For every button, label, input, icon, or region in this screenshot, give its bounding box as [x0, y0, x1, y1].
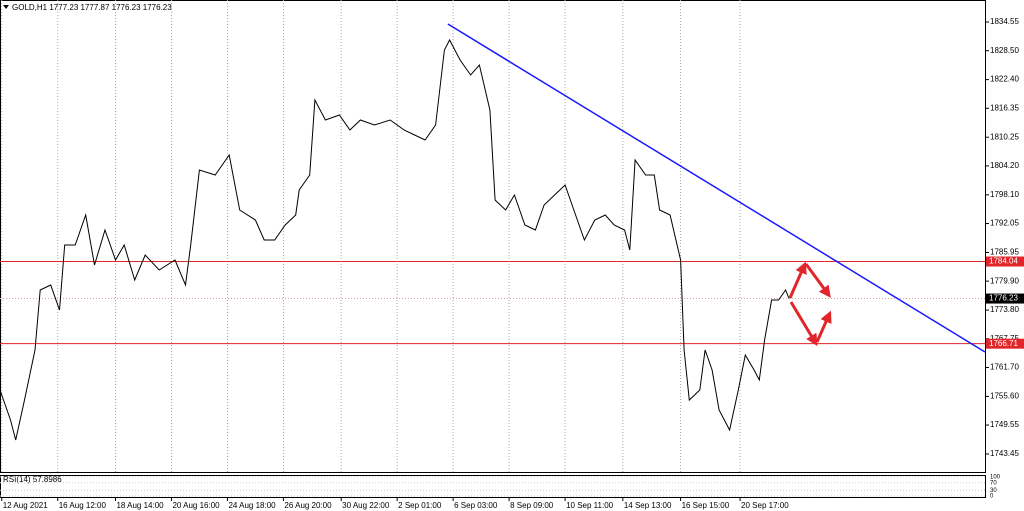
y-tick-label: 1828.50 [990, 46, 1019, 55]
rsi-tick-label: 100 [990, 475, 1001, 481]
x-tick-label: 12 Aug 2021 [3, 501, 48, 510]
x-tick-label: 2 Sep 01:00 [398, 501, 442, 510]
x-tick-label: 6 Sep 03:00 [454, 501, 498, 510]
arrow [804, 263, 831, 298]
x-tick-label: 20 Sep 17:00 [741, 501, 789, 510]
y-tick-label: 1779.90 [990, 276, 1019, 285]
x-tick-label: 8 Sep 09:00 [510, 501, 554, 510]
y-tick-label: 1792.05 [990, 219, 1019, 228]
y-tick-label: 1749.55 [990, 420, 1019, 429]
rsi-panel [0, 475, 986, 498]
arrow [789, 301, 818, 347]
x-tick-label: 14 Sep 13:00 [624, 501, 672, 510]
rsi-tick-label: 0 [990, 494, 994, 500]
level-label: 1766.71 [989, 339, 1018, 348]
menu-triangle [3, 5, 9, 9]
price-line-series [0, 38, 790, 441]
x-tick-label: 26 Aug 20:00 [284, 501, 332, 510]
x-tick-label: 18 Aug 14:00 [116, 501, 164, 510]
arrow [788, 261, 807, 299]
y-tick-label: 1755.60 [990, 391, 1019, 400]
y-tick-label: 1798.10 [990, 190, 1019, 199]
price-label: 1776.23 [989, 294, 1018, 303]
y-tick-label: 1822.40 [990, 75, 1019, 84]
arrow [815, 310, 832, 343]
y-tick-label: 1761.70 [990, 363, 1019, 372]
x-tick-label: 20 Aug 16:00 [172, 501, 220, 510]
level-label: 1784.04 [989, 257, 1018, 266]
rsi-tick-label: 30 [990, 488, 997, 494]
price-tag [986, 293, 1024, 304]
y-tick-label: 1785.95 [990, 248, 1019, 257]
x-tick-label: 16 Sep 15:00 [682, 501, 730, 510]
x-tick-label: 24 Aug 18:00 [228, 501, 276, 510]
y-tick-label: 1834.55 [990, 17, 1019, 26]
chart-title: GOLD,H1 1777.23 1777.87 1776.23 1776.23 [12, 3, 172, 12]
plot-layer [0, 0, 986, 472]
level-tag [986, 338, 1024, 349]
y-tick-label: 1804.20 [990, 161, 1019, 170]
y-tick-label: 1767.75 [990, 334, 1019, 343]
x-tick-label: 30 Aug 22:00 [342, 501, 390, 510]
y-tick-label: 1816.35 [990, 103, 1019, 112]
rsi-tick-label: 70 [990, 480, 997, 486]
x-tick-label: 10 Sep 11:00 [566, 501, 614, 510]
y-tick-label: 1773.80 [990, 305, 1019, 314]
y-tick-label: 1743.45 [990, 449, 1019, 458]
level-tag [986, 256, 1024, 267]
annotation-arrows [788, 261, 832, 347]
rsi-label: RSI(14) 57.8986 [3, 475, 62, 484]
y-tick-label: 1810.25 [990, 132, 1019, 141]
trendline [447, 23, 986, 353]
main-panel [0, 0, 986, 473]
x-tick-label: 16 Aug 12:00 [59, 501, 107, 510]
